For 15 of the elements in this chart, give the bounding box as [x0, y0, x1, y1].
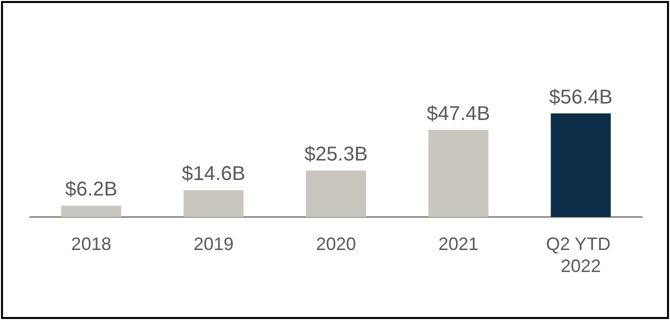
x-tick-label: 2021 [438, 234, 478, 254]
bar [61, 206, 122, 217]
x-tick-label: 2020 [316, 234, 356, 254]
bar [184, 190, 244, 217]
x-tick-label: Q2 YTD 2022 [546, 234, 616, 276]
data-label: $14.6B [182, 163, 246, 186]
x-tick-label: 2018 [71, 234, 112, 254]
bar [550, 113, 611, 217]
bar [428, 130, 488, 217]
x-tick-label: 2019 [194, 234, 234, 254]
data-label: $25.3B [304, 143, 368, 166]
data-label: $56.4B [549, 86, 612, 108]
data-label: $6.2B [65, 178, 118, 201]
bar [306, 170, 366, 217]
data-label: $47.4B [426, 102, 490, 125]
